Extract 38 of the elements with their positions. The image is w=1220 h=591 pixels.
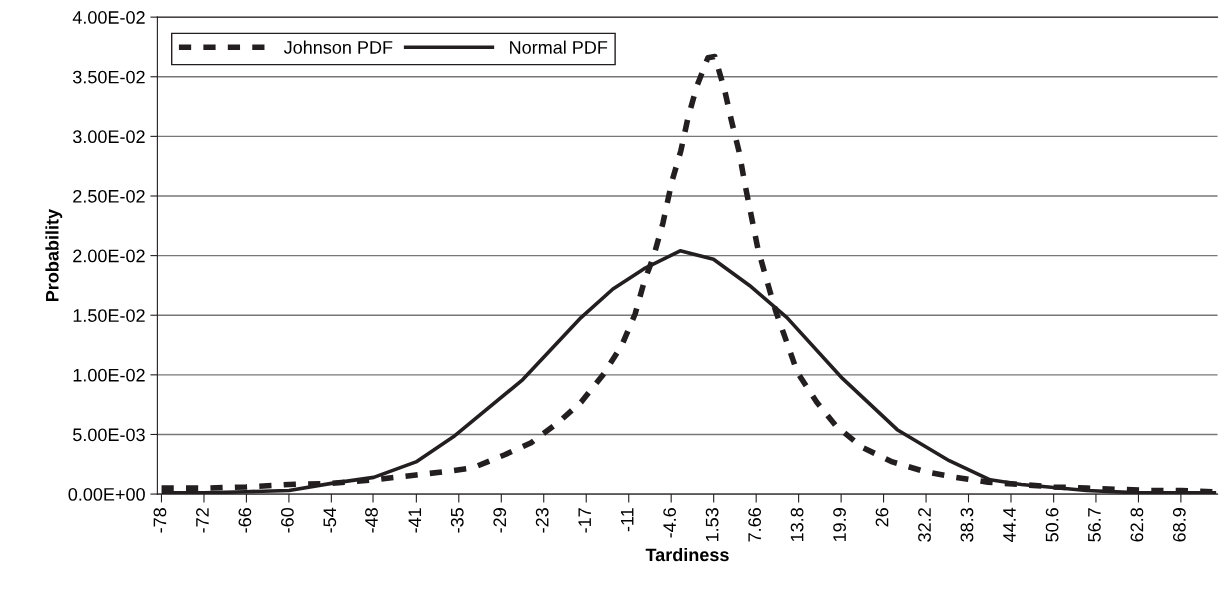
legend-label: Johnson PDF — [283, 40, 393, 54]
x-tick-label: 7.66 — [748, 508, 762, 542]
x-tick-label: -41 — [408, 508, 422, 533]
x-tick-label: -29 — [493, 508, 507, 533]
x-tick-label: -72 — [196, 508, 209, 533]
x-tick-label: -35 — [450, 508, 464, 533]
y-tick-label: 4.00E-02 — [72, 11, 145, 24]
x-axis-title: Tardiness — [645, 547, 729, 562]
y-tick-label: 2.50E-02 — [73, 189, 145, 203]
x-tick-label: 1.53 — [705, 508, 719, 542]
x-tick-label: 50.6 — [1045, 508, 1059, 542]
x-tick-label: 68.9 — [1172, 508, 1186, 542]
y-tick-label: 3.50E-02 — [72, 70, 145, 84]
y-tick-label: 2.00E-02 — [73, 249, 145, 263]
y-tick-label: 1.50E-02 — [73, 309, 145, 322]
y-tick-label: 5.00E-03 — [73, 428, 145, 442]
x-tick-label: 44.4 — [1003, 507, 1016, 542]
x-tick-label: -78 — [153, 508, 167, 533]
x-tick-label: -23 — [535, 508, 549, 533]
y-tick-label: 1.00E-02 — [73, 368, 145, 382]
y-axis-title: Probability — [45, 209, 63, 302]
x-tick-label: -11 — [620, 508, 634, 532]
x-tick-label: 32.2 — [918, 508, 931, 542]
x-tick-label: 62.8 — [1130, 508, 1144, 542]
x-tick-label: -60 — [280, 507, 294, 533]
x-tick-label: 26 — [875, 508, 889, 527]
x-tick-label: 19.9 — [833, 508, 846, 542]
x-tick-label: -17 — [578, 508, 591, 533]
x-tick-label: 38.3 — [960, 508, 974, 542]
x-tick-label: -4.6 — [663, 508, 677, 538]
legend-label: Normal PDF — [510, 40, 608, 54]
x-tick-label: 13.8 — [790, 508, 804, 542]
x-tick-label: -54 — [323, 507, 337, 533]
x-tick-label: -48 — [365, 508, 378, 533]
y-tick-label: 0.00E+00 — [68, 488, 145, 501]
y-tick-label: 3.00E-02 — [72, 130, 145, 144]
x-tick-label: -66 — [238, 508, 252, 533]
x-tick-label: 56.7 — [1088, 508, 1101, 542]
